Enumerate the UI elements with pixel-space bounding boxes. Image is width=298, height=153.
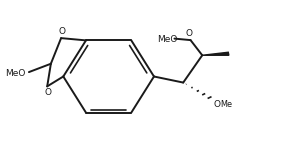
Polygon shape <box>202 52 229 55</box>
Text: O: O <box>45 88 52 97</box>
Text: MeO: MeO <box>5 69 25 78</box>
Text: Me: Me <box>221 100 233 109</box>
Text: MeO: MeO <box>157 35 177 44</box>
Text: O: O <box>58 27 66 36</box>
Text: O: O <box>186 29 193 38</box>
Text: O: O <box>214 100 221 109</box>
